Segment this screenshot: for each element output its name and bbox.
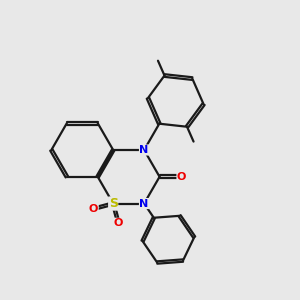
Text: O: O — [177, 172, 186, 182]
Text: S: S — [109, 197, 118, 210]
Text: N: N — [140, 145, 149, 155]
Text: O: O — [114, 218, 123, 228]
Text: N: N — [140, 199, 149, 208]
Text: O: O — [89, 204, 98, 214]
